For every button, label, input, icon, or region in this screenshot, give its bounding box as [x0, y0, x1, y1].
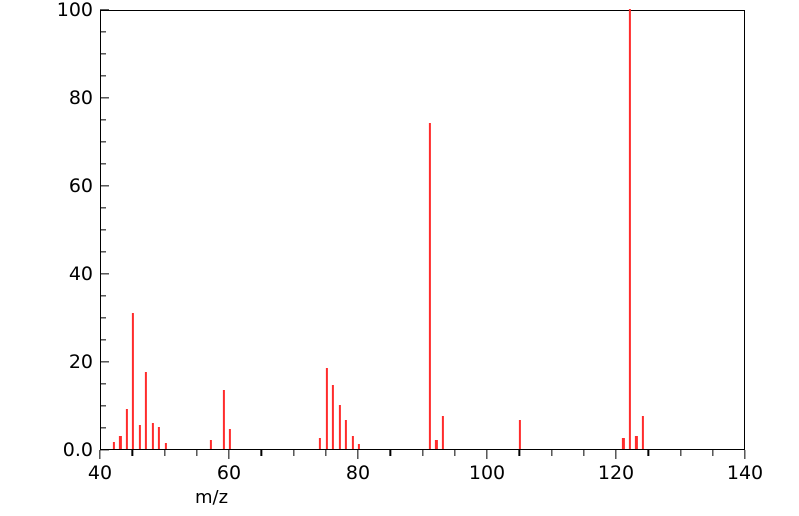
- y-axis-tick-label: 60: [68, 175, 93, 197]
- y-axis-minor-tick: [100, 383, 106, 385]
- y-axis-minor-tick: [100, 427, 106, 429]
- spectrum-peak: [357, 443, 361, 449]
- x-axis-minor-tick: [325, 450, 327, 456]
- y-axis-tick-label: 0.0: [62, 439, 93, 461]
- x-axis-minor-tick: [679, 450, 682, 456]
- spectrum-peak: [622, 438, 625, 449]
- x-axis-major-tick: [615, 450, 617, 459]
- x-axis-minor-tick: [583, 450, 585, 456]
- y-axis-major-tick: [100, 361, 109, 363]
- y-axis-minor-tick: [100, 317, 106, 319]
- y-axis-major-tick: [100, 97, 109, 99]
- spectrum-peak: [351, 435, 354, 449]
- x-axis-minor-tick: [454, 450, 456, 456]
- spectrum-peak: [209, 440, 212, 449]
- y-axis-minor-tick: [100, 251, 106, 253]
- x-axis-minor-tick: [421, 450, 424, 456]
- y-axis-minor-tick: [100, 53, 106, 55]
- spectrum-peak: [428, 123, 432, 449]
- y-axis-minor-tick: [100, 339, 106, 341]
- y-axis-minor-tick: [100, 207, 106, 209]
- y-axis-major-tick: [100, 9, 109, 11]
- spectrum-peak: [635, 435, 638, 449]
- spectrum-peak: [519, 420, 522, 449]
- x-axis-minor-tick: [196, 450, 198, 456]
- spectrum-peak: [157, 427, 161, 449]
- x-axis-tick-label: 100: [468, 462, 506, 484]
- spectrum-peak: [132, 312, 135, 449]
- y-axis-minor-tick: [100, 229, 106, 231]
- spectrum-peak: [125, 409, 128, 449]
- spectrum-peak: [325, 368, 328, 449]
- spectrum-peak: [435, 440, 438, 449]
- y-axis-minor-tick: [100, 405, 106, 407]
- x-axis-major-tick: [744, 450, 746, 459]
- x-axis-minor-tick: [260, 450, 262, 456]
- y-axis-minor-tick: [100, 31, 106, 33]
- x-axis-minor-tick: [712, 450, 714, 456]
- x-axis-minor-tick: [389, 450, 391, 456]
- y-axis-major-tick: [100, 185, 109, 187]
- x-axis-tick-label: 80: [345, 462, 371, 484]
- spectrum-peak: [441, 416, 444, 449]
- spectrum-peak: [628, 9, 631, 449]
- spectrum-peak: [151, 422, 154, 449]
- spectrum-peak: [228, 429, 232, 449]
- y-axis-tick-label: 40: [68, 263, 93, 285]
- x-axis-label-text: m/z: [194, 487, 229, 508]
- spectrum-peak: [641, 416, 644, 449]
- spectrum-peak: [145, 372, 148, 449]
- spectrum-peak: [222, 389, 225, 449]
- y-axis-minor-tick: [100, 295, 106, 297]
- y-axis-tick-label: 80: [68, 87, 93, 109]
- x-axis-tick-label: 140: [726, 462, 764, 484]
- spectrum-peak: [332, 385, 335, 449]
- spectrum-peak: [338, 405, 341, 449]
- x-axis-major-tick: [486, 450, 488, 459]
- x-axis-minor-tick: [163, 450, 166, 456]
- y-axis-major-tick: [100, 449, 109, 451]
- plot-area: [100, 9, 745, 450]
- x-axis-minor-tick: [518, 450, 520, 456]
- spectrum-peak: [344, 420, 348, 449]
- spectrum-peak: [112, 442, 115, 449]
- x-axis-label: m/z: [0, 487, 799, 508]
- spectrum-peak: [138, 424, 141, 449]
- y-axis-minor-tick: [100, 75, 106, 77]
- y-axis-minor-tick: [100, 141, 106, 143]
- spectrum-peak: [119, 435, 122, 449]
- y-axis-major-tick: [100, 273, 109, 275]
- x-axis-major-tick: [99, 450, 101, 459]
- x-axis-tick-label: 60: [216, 462, 242, 484]
- x-axis-minor-tick: [550, 450, 553, 456]
- y-axis-minor-tick: [100, 163, 106, 165]
- x-axis-major-tick: [228, 450, 230, 459]
- y-axis-minor-tick: [100, 119, 106, 121]
- x-axis-minor-tick: [647, 450, 649, 456]
- y-axis-tick-label: 20: [68, 351, 93, 373]
- spectrum-peak: [164, 443, 167, 449]
- x-axis-tick-label: 120: [597, 462, 635, 484]
- y-axis-tick-label: 100: [56, 0, 93, 21]
- x-axis-minor-tick: [131, 450, 133, 456]
- x-axis-minor-tick: [292, 450, 295, 456]
- x-axis-major-tick: [357, 450, 359, 459]
- x-axis-tick-label: 40: [87, 462, 113, 484]
- spectrum-peak: [319, 438, 322, 449]
